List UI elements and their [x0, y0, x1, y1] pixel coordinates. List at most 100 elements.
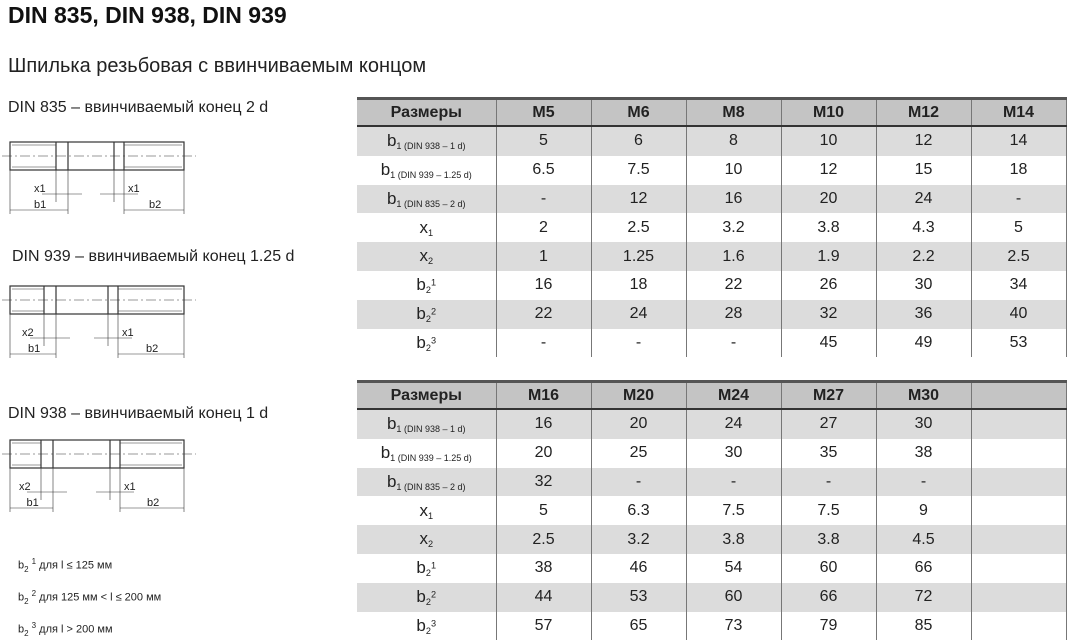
table-cell: 3.8 [780, 525, 877, 554]
table-cell: 3.2 [685, 213, 782, 243]
table-cell: 45 [780, 328, 877, 358]
row-label: b1 (DIN 938 – 1 d) [357, 409, 497, 439]
row-label: b23 [357, 328, 497, 358]
table-cell [970, 438, 1067, 468]
table-cell: 38 [875, 438, 972, 468]
row-label: b21 [357, 270, 497, 300]
caption-din835: DIN 835 – ввинчиваемый конец 2 d [8, 99, 269, 116]
header-label: Размеры [357, 97, 497, 127]
table-cell: 57 [495, 611, 592, 641]
table-cell: 72 [875, 582, 972, 612]
column-header: M14 [970, 97, 1067, 127]
table-cell: 1.9 [780, 242, 877, 271]
row-label: b21 [357, 553, 497, 583]
row-label: b1 (DIN 939 – 1.25 d) [357, 155, 497, 185]
column-header: M5 [495, 97, 592, 127]
row-label: x1 [357, 213, 497, 243]
table-cell: 30 [875, 270, 972, 300]
table-cell: 2 [495, 213, 592, 243]
table-cell: 4.3 [875, 213, 972, 243]
table-cell [970, 525, 1067, 554]
dim-label: b1 [28, 343, 40, 355]
table-row: b23- - -45 49 53 [357, 328, 1067, 358]
table-cell: 53 [590, 582, 687, 612]
table-cell: 60 [685, 582, 782, 612]
dim-label: x2 [22, 327, 34, 339]
row-label: b1 (DIN 835 – 2 d) [357, 184, 497, 214]
table-row: b22 22 24 28 32 36 40 [357, 299, 1067, 329]
dim-label: b2 [147, 497, 159, 509]
table-row: b21 16 18 22 26 30 34 [357, 270, 1067, 300]
table-cell: - [685, 467, 782, 497]
table-cell: 3.8 [780, 213, 877, 243]
column-header: M27 [780, 380, 877, 410]
table-cell: 49 [875, 328, 972, 358]
table-cell: 4.5 [875, 525, 972, 554]
table-cell: - [970, 184, 1067, 214]
table-cell: 26 [780, 270, 877, 300]
table-cell: 10 [780, 126, 877, 156]
dim-label: b1 [34, 199, 46, 211]
row-label: b22 [357, 582, 497, 612]
table-cell: 20 [780, 184, 877, 214]
table-cell: - [780, 467, 877, 497]
row-label: b1 (DIN 938 – 1 d) [357, 126, 497, 156]
table-cell: 8 [685, 126, 782, 156]
table-cell: 22 [685, 270, 782, 300]
table-cell: 2.5 [495, 525, 592, 554]
table-cell: - [590, 328, 687, 358]
table-cell: 35 [780, 438, 877, 468]
table-row: b1 (DIN 939 – 1.25 d) 6.5 7.5 10 12 15 18 [357, 155, 1067, 185]
table-row: b1 (DIN 835 – 2 d) 32- - - - [357, 467, 1067, 497]
table-cell: 6.3 [590, 496, 687, 526]
table-cell: 1.25 [590, 242, 687, 271]
table-cell: 46 [590, 553, 687, 583]
table-row: b22 44 53 60 66 72 [357, 582, 1067, 612]
table-cell: 7.5 [780, 496, 877, 526]
table-cell: 15 [875, 155, 972, 185]
size-table-2: Размеры M16 M20 M24 M27 M30 b1 (DIN 938 – 1 d)… [357, 380, 1067, 641]
dim-label: x1 [34, 183, 46, 195]
table-cell: 16 [495, 270, 592, 300]
table-cell: 24 [875, 184, 972, 214]
dim-label: x1 [122, 327, 134, 339]
table-cell: 9 [875, 496, 972, 526]
row-label: b1 (DIN 835 – 2 d) [357, 467, 497, 497]
table-cell: 7.5 [590, 155, 687, 185]
table-cell: 34 [970, 270, 1067, 300]
table-cell: 24 [685, 409, 782, 439]
table-cell: 7.5 [685, 496, 782, 526]
table-cell: 40 [970, 299, 1067, 329]
table-cell: 32 [780, 299, 877, 329]
footnote-2: b2 2 для 125 мм < l ≤ 200 мм [18, 589, 162, 606]
table-cell: 2.5 [970, 242, 1067, 271]
table-cell [970, 467, 1067, 497]
row-label: b23 [357, 611, 497, 641]
column-header: M6 [590, 97, 687, 127]
table-cell: 5 [495, 126, 592, 156]
table-cell: 60 [780, 553, 877, 583]
row-label: b1 (DIN 939 – 1.25 d) [357, 438, 497, 468]
size-table-1: Размеры M5 M6 M8 M10 M12 M14 b1 (DIN 938 – 1 d)… [357, 97, 1067, 358]
table-cell: 44 [495, 582, 592, 612]
dim-label: x1 [128, 183, 140, 195]
table-cell: 25 [590, 438, 687, 468]
table-header-row: Размеры M5 M6 M8 M10 M12 M14 [357, 97, 1067, 127]
table-cell: 27 [780, 409, 877, 439]
stud-drawing-d939: x2 x1 b1 b2 [2, 285, 196, 358]
table-cell: 5 [970, 213, 1067, 243]
table-cell: 53 [970, 328, 1067, 358]
table-row: b1 (DIN 939 – 1.25 d) 20 25 30 35 38 [357, 438, 1067, 468]
dim-label: b1 [27, 497, 39, 509]
table-row: b1 (DIN 938 – 1 d) 16 20 24 27 30 [357, 409, 1067, 439]
table-cell: 6.5 [495, 155, 592, 185]
row-label: x1 [357, 496, 497, 526]
table-cell: 30 [875, 409, 972, 439]
table-cell: 20 [495, 438, 592, 468]
row-label: x2 [357, 525, 497, 554]
dim-label: b2 [149, 199, 161, 211]
table-cell [970, 553, 1067, 583]
row-label: b22 [357, 299, 497, 329]
column-header: M12 [875, 97, 972, 127]
table-cell: 24 [590, 299, 687, 329]
